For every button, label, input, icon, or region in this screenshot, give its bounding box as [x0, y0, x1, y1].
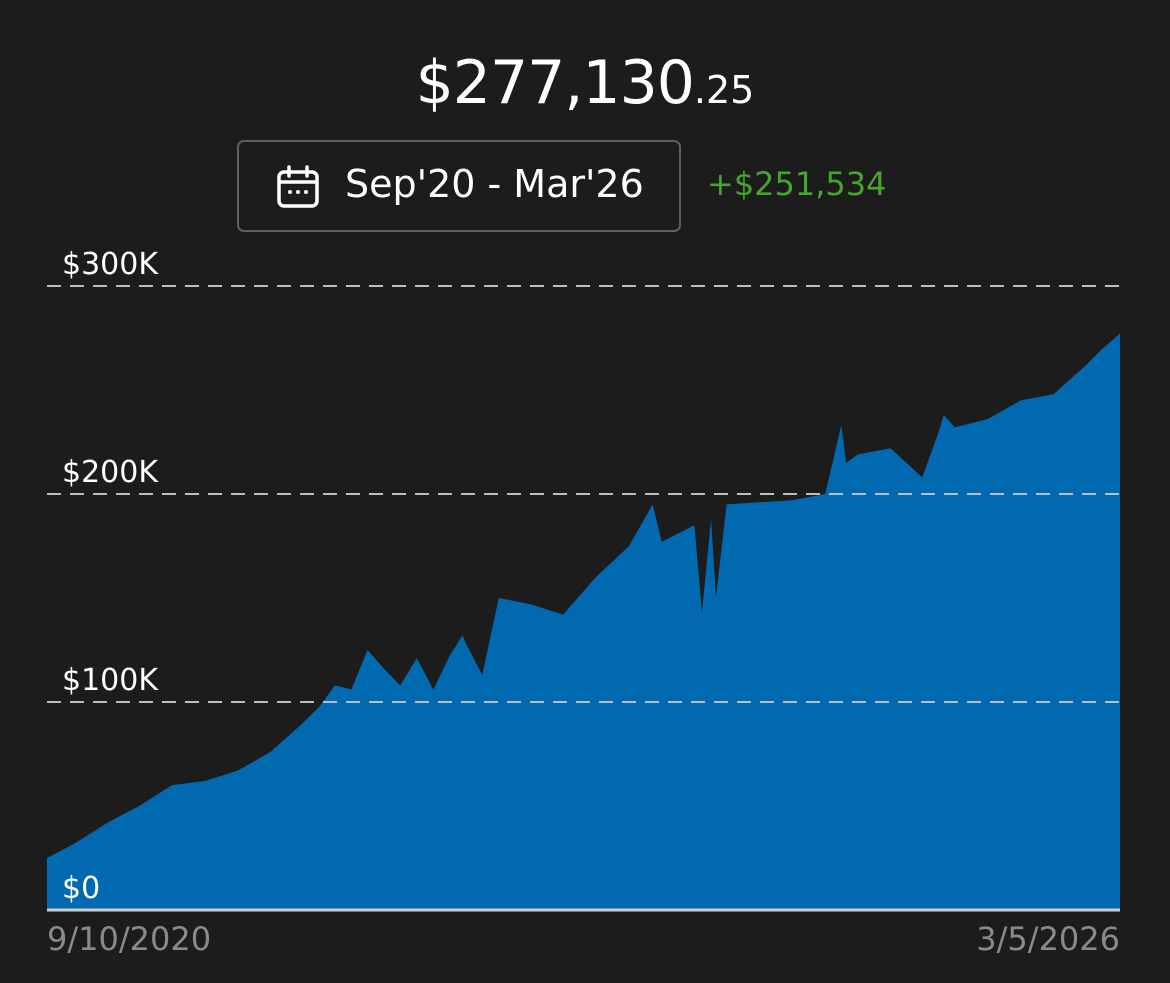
balance-cents: .25 [693, 68, 755, 112]
grid-lines [47, 285, 1120, 703]
y-tick-label: $100K [62, 663, 159, 698]
x-end-label: 3/5/2026 [976, 920, 1120, 958]
y-axis-labels: $0 $100K $200K $300K [62, 247, 159, 906]
balance-dollars: $277,130 [415, 48, 695, 118]
y-tick-label: $0 [62, 871, 100, 906]
calendar-icon [277, 165, 319, 208]
date-range-label: Sep'20 - Mar'26 [345, 162, 644, 206]
change-amount: +$251,534 [707, 165, 887, 203]
y-tick-label: $300K [62, 247, 159, 282]
x-start-label: 9/10/2020 [47, 920, 211, 958]
date-range-button[interactable]: Sep'20 - Mar'26 [237, 140, 681, 232]
y-tick-label: $200K [62, 455, 159, 490]
portfolio-balance: $277,130.25 [0, 48, 1170, 118]
balance-area [47, 333, 1120, 911]
